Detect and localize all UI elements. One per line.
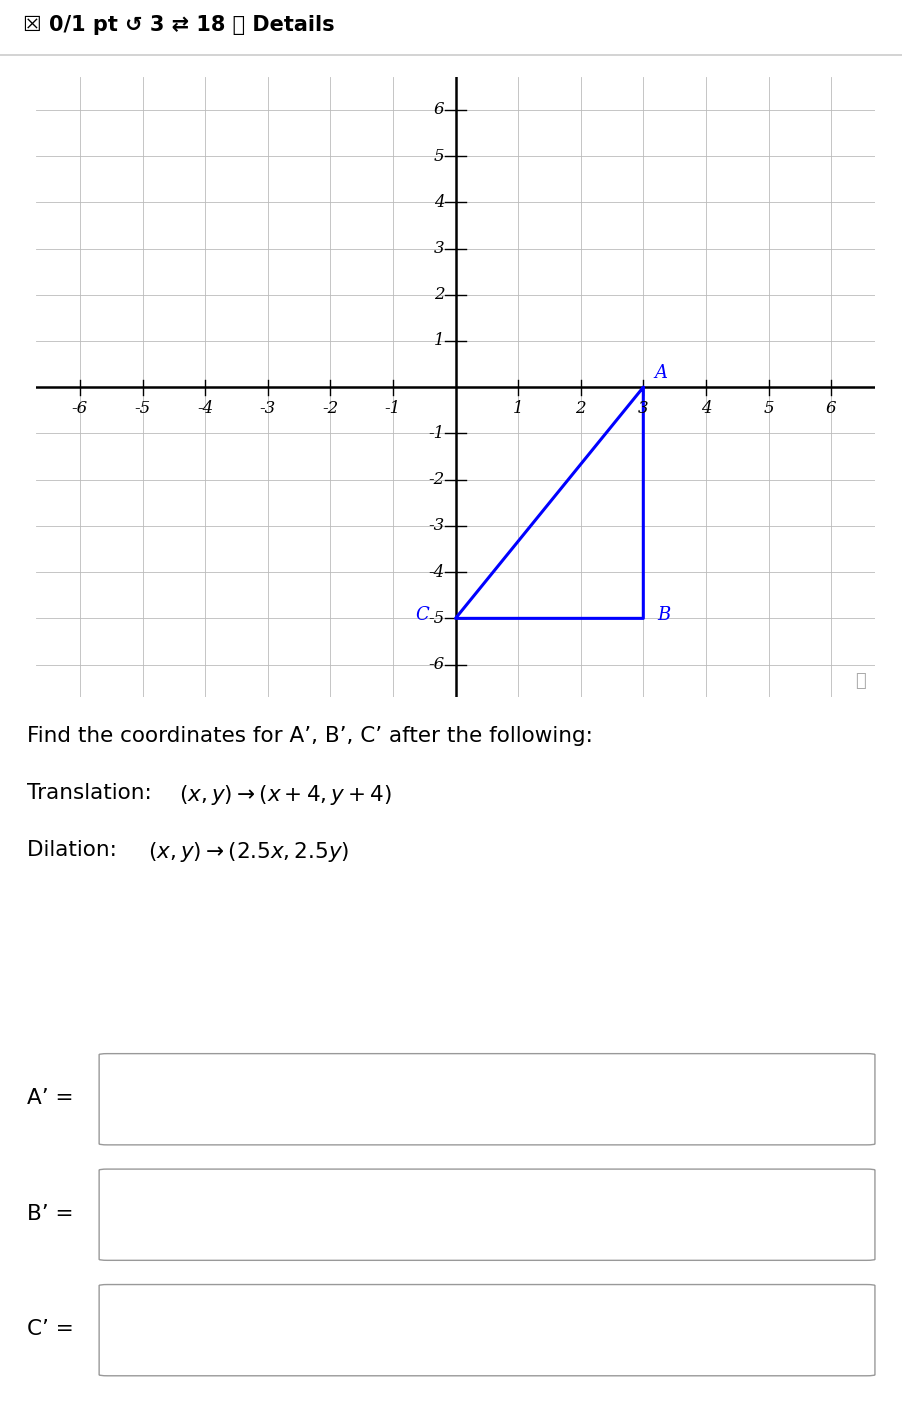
Text: -5: -5 — [134, 400, 151, 417]
Text: 6: 6 — [826, 400, 836, 417]
Text: -4: -4 — [428, 563, 445, 580]
Text: $(x, y) \rightarrow (x + 4, y + 4)$: $(x, y) \rightarrow (x + 4, y + 4)$ — [179, 783, 391, 807]
Text: 4: 4 — [434, 194, 445, 211]
FancyBboxPatch shape — [99, 1169, 875, 1260]
Text: 2: 2 — [434, 286, 445, 303]
Text: 2: 2 — [575, 400, 586, 417]
Text: -3: -3 — [260, 400, 276, 417]
Text: 1: 1 — [513, 400, 523, 417]
Text: B’ =: B’ = — [27, 1204, 74, 1224]
Text: 3: 3 — [434, 239, 445, 258]
Text: 4: 4 — [701, 400, 712, 417]
Text: 5: 5 — [763, 400, 774, 417]
FancyBboxPatch shape — [99, 1053, 875, 1145]
Text: 5: 5 — [434, 148, 445, 165]
Text: -1: -1 — [428, 425, 445, 442]
Text: $(x, y) \rightarrow (2.5x, 2.5y)$: $(x, y) \rightarrow (2.5x, 2.5y)$ — [148, 839, 350, 863]
Text: -2: -2 — [428, 472, 445, 489]
Text: -3: -3 — [428, 517, 445, 535]
Text: Translation:: Translation: — [27, 783, 159, 803]
Text: Dilation:: Dilation: — [27, 839, 124, 859]
Text: -5: -5 — [428, 610, 445, 627]
Text: C: C — [415, 605, 428, 624]
Text: Find the coordinates for A’, B’, C’ after the following:: Find the coordinates for A’, B’, C’ afte… — [27, 727, 593, 746]
Text: 1: 1 — [434, 332, 445, 349]
Text: 6: 6 — [434, 101, 445, 118]
Text: -6: -6 — [428, 656, 445, 673]
Text: 3: 3 — [638, 400, 649, 417]
Text: A’ =: A’ = — [27, 1088, 74, 1108]
Text: B: B — [657, 605, 670, 624]
Text: -1: -1 — [385, 400, 401, 417]
Text: 🔍: 🔍 — [855, 672, 866, 690]
Text: -4: -4 — [197, 400, 213, 417]
Text: ☒ 0/1 pt ↺ 3 ⇄ 18 ⓘ Details: ☒ 0/1 pt ↺ 3 ⇄ 18 ⓘ Details — [23, 15, 334, 35]
Text: -2: -2 — [322, 400, 338, 417]
Text: -6: -6 — [72, 400, 88, 417]
Text: C’ =: C’ = — [27, 1319, 74, 1339]
Text: A: A — [655, 363, 667, 382]
FancyBboxPatch shape — [99, 1284, 875, 1376]
